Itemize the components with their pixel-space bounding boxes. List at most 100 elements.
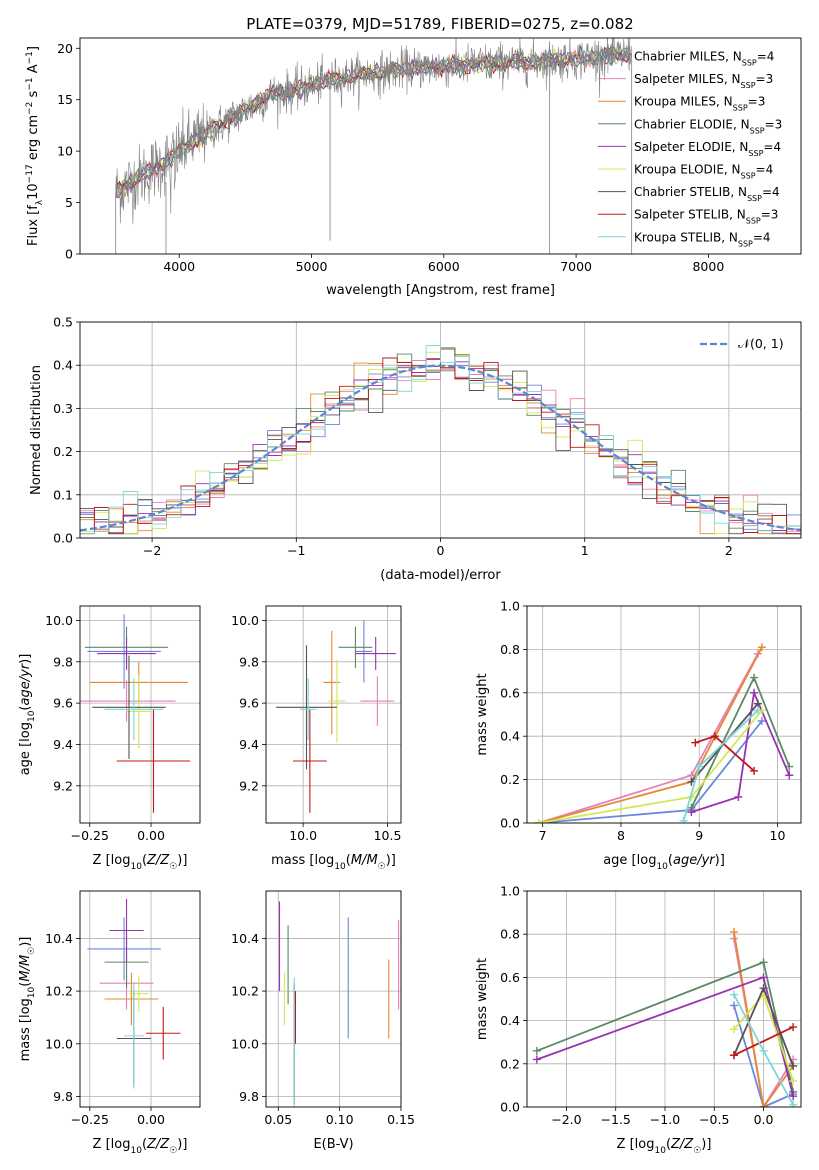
legend-entry: Salpeter STELIB, NSSP=3 (634, 208, 778, 226)
legend-name: Salpeter ELODIE, N (634, 140, 748, 154)
weight-marker (729, 990, 738, 999)
label-part: λ (35, 199, 45, 205)
x-tick-label: −0.25 (71, 1112, 109, 1127)
x-tick-label: 2 (725, 543, 733, 558)
label-part: Z [log (93, 1137, 131, 1152)
label-part: 10 (27, 710, 37, 722)
x-axis-label: wavelength [Angstrom, rest frame] (326, 283, 555, 298)
y-tick-label: 0.0 (53, 531, 73, 546)
legend-sub: SSP (750, 126, 765, 135)
label-part: )] (715, 853, 725, 868)
y-tick-label: 0.6 (500, 685, 520, 700)
label-part: )] (18, 937, 33, 947)
x-axis-label: (data-model)/error (380, 568, 501, 583)
weight-marker (710, 732, 719, 741)
x-tick-label: 0 (437, 543, 445, 558)
label-part: Z [log (93, 853, 131, 868)
y-tick-label: 10.0 (231, 613, 259, 628)
weight-marker (534, 819, 543, 823)
label-part: Z/Z (146, 853, 170, 868)
grid (80, 606, 200, 823)
y-tick-label: 0.0 (500, 816, 520, 831)
label-part: ( (142, 853, 147, 868)
label-part: mass [log (271, 853, 334, 868)
panel-age-mass: 10.0 10.5 9.2 9.4 9.6 9.8 10.0 mass [log10(M/M☉… (231, 605, 402, 872)
label-part: )] (177, 1137, 187, 1152)
y-tick-label: 9.4 (53, 737, 73, 752)
y-tick-label: 20 (57, 41, 73, 56)
y-tick-label: 0.4 (500, 729, 520, 744)
legend-count: =4 (753, 230, 771, 244)
y-tick-label: 0.2 (53, 444, 73, 459)
axes-frame (526, 605, 802, 824)
label-part: 10 (130, 862, 142, 872)
y-tick-label: 10.4 (231, 931, 259, 946)
legend-entry: 𝒩(0, 1) (738, 336, 784, 351)
x-tick-label: −2 (143, 543, 161, 558)
legend-count: =3 (748, 95, 766, 109)
label-part: ☉ (378, 862, 386, 872)
y-tick-label: 0.4 (500, 1013, 520, 1028)
label-part: 10 (130, 1146, 142, 1156)
legend-entry: Kroupa ELODIE, NSSP=4 (634, 163, 773, 181)
weight-marker (789, 1023, 798, 1032)
weight-marker (789, 1100, 798, 1107)
panel-age-z: −0.25 0.009.29.49.69.810.0Z [log10(Z/Z☉)]… (18, 605, 201, 872)
y-tick-label: 10.0 (231, 1036, 259, 1051)
weight-marker (759, 1103, 768, 1107)
legend-name: Kroupa ELODIE, N (634, 163, 741, 177)
y-tick-label: 9.8 (239, 1089, 259, 1104)
weight-line (733, 931, 794, 1107)
axes-frame (526, 890, 802, 1108)
y-tick-label: 0.3 (53, 401, 73, 416)
label-part: A (26, 64, 41, 77)
weight-marker (753, 706, 762, 715)
x-tick-label: 8000 (692, 259, 724, 274)
y-tick-label: 10.0 (45, 1036, 73, 1051)
x-axis-label: E(B-V) (313, 1137, 353, 1152)
legend-count: =3 (765, 117, 783, 131)
label-part: ( (666, 1137, 671, 1152)
label-part: M/M (351, 853, 378, 868)
axes-frame (79, 890, 201, 1108)
y-axis-label: mass [log10(M/M☉)] (18, 937, 37, 1062)
plot-area (534, 643, 794, 823)
y-tick-label: 9.2 (53, 778, 73, 793)
grid (266, 891, 402, 1107)
weight-line (691, 689, 791, 813)
grid (527, 605, 801, 824)
x-tick-label: 8 (617, 828, 625, 843)
panel-weights-z: −2.0 −1.5 −1.0 −0.5 0.0 0.0 0.2 0.4 0.6 0.8 1.0 Z [… (475, 884, 802, 1156)
x-tick-label: −1 (287, 543, 305, 558)
legend-name: Chabrier MILES, N (634, 50, 742, 64)
weight-marker (759, 973, 768, 982)
weight-marker (759, 958, 768, 967)
x-tick-label: −1.0 (650, 1112, 680, 1127)
legend-sub: SSP (733, 103, 748, 112)
weight-marker (785, 762, 794, 771)
y-axis-label: Normed distribution (29, 365, 44, 495)
axes-frame (79, 37, 802, 255)
legend-name: Chabrier ELODIE, N (634, 117, 750, 131)
x-axis-label: Z [log10(Z/Z☉)] (617, 1137, 712, 1156)
weight-line (538, 646, 763, 823)
x-tick-label: −2.0 (551, 1112, 581, 1127)
y-tick-label: 0.0 (500, 1100, 520, 1115)
legend-entry: Kroupa MILES, NSSP=3 (634, 95, 765, 113)
grid (80, 891, 200, 1107)
y-axis-label: age [log10(age/yr)] (18, 654, 37, 776)
histogram-step (80, 360, 801, 535)
label-part: )] (177, 853, 187, 868)
grid (266, 606, 401, 823)
label-part: ☉ (693, 1146, 701, 1156)
weight-line (538, 709, 763, 823)
legend-count: =4 (763, 140, 781, 154)
y-axis-label: Flux [fλ10−17 erg cm−2 s−1 A−1] (25, 46, 45, 246)
x-axis-label: Z [log10(Z/Z☉)] (93, 853, 188, 872)
weight-marker (687, 808, 696, 817)
label-part: age/yr (18, 662, 33, 705)
label-part: )] (701, 1137, 711, 1152)
legend-name: Kroupa STELIB, N (634, 230, 738, 244)
label-part: ( (668, 853, 673, 868)
